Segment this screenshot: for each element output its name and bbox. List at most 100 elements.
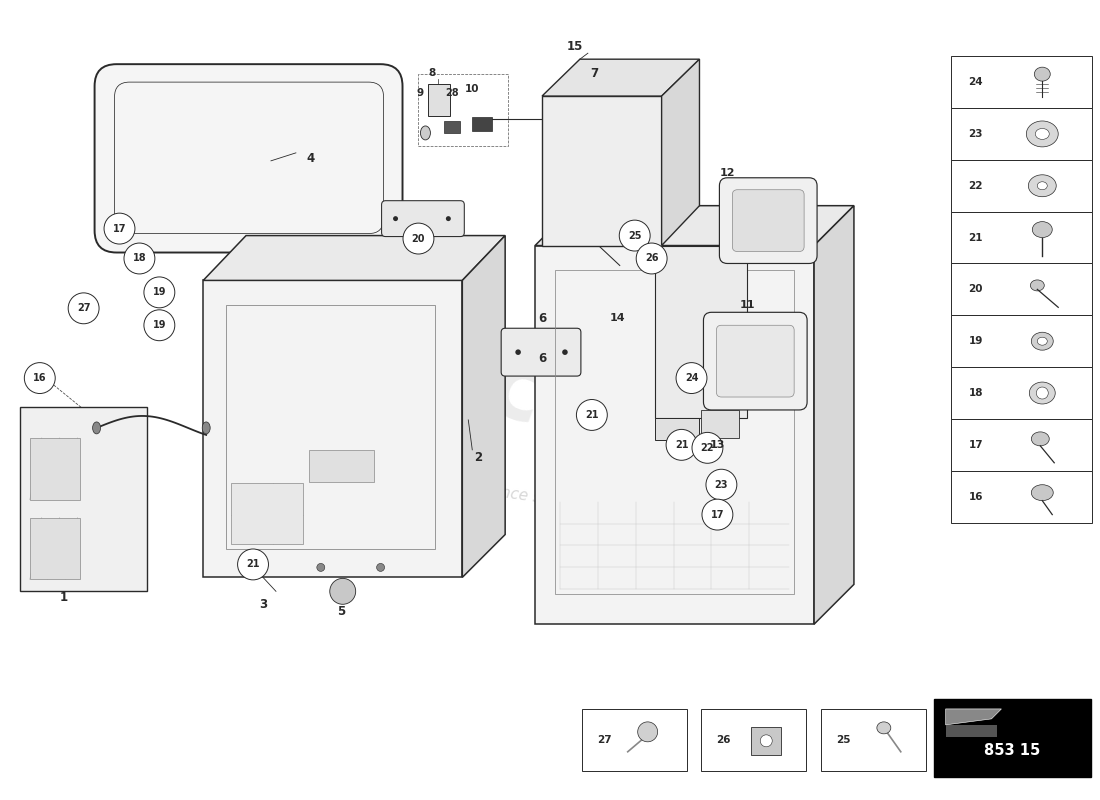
- Text: 20: 20: [968, 284, 983, 294]
- Text: eurocars: eurocars: [246, 258, 715, 503]
- Text: 15: 15: [566, 40, 583, 53]
- Text: 25: 25: [836, 735, 850, 745]
- Bar: [20, 407, 147, 591]
- Text: 6: 6: [538, 312, 547, 325]
- Bar: [428, 84, 450, 116]
- Ellipse shape: [1032, 332, 1053, 350]
- Text: 17: 17: [113, 223, 127, 234]
- Bar: [950, 315, 1092, 367]
- Circle shape: [619, 220, 650, 251]
- Polygon shape: [204, 281, 462, 578]
- Bar: [472, 117, 492, 131]
- Text: a passion for excellence since 1985: a passion for excellence since 1985: [344, 463, 616, 516]
- Text: 27: 27: [77, 303, 90, 314]
- Text: 24: 24: [685, 373, 698, 383]
- Ellipse shape: [1035, 129, 1049, 139]
- Text: 12: 12: [719, 168, 735, 178]
- Circle shape: [760, 735, 772, 746]
- Polygon shape: [204, 235, 505, 281]
- Bar: [950, 212, 1092, 263]
- Bar: [950, 56, 1092, 108]
- Polygon shape: [535, 246, 814, 624]
- Bar: [582, 709, 686, 770]
- Polygon shape: [654, 246, 747, 418]
- Text: 3: 3: [258, 598, 267, 610]
- Text: 16: 16: [968, 492, 983, 502]
- Circle shape: [144, 310, 175, 341]
- Circle shape: [562, 350, 568, 355]
- Circle shape: [702, 499, 733, 530]
- Text: 26: 26: [716, 735, 730, 745]
- Bar: [950, 263, 1092, 315]
- Bar: [751, 727, 781, 754]
- Circle shape: [638, 722, 658, 742]
- Text: 25: 25: [628, 230, 641, 241]
- Bar: [950, 367, 1092, 419]
- Text: 26: 26: [645, 254, 659, 263]
- Text: 1: 1: [59, 591, 68, 604]
- Ellipse shape: [92, 422, 100, 434]
- FancyBboxPatch shape: [704, 312, 807, 410]
- FancyBboxPatch shape: [549, 91, 603, 122]
- Bar: [934, 699, 1091, 777]
- Bar: [950, 160, 1092, 212]
- Bar: [821, 709, 926, 770]
- Text: 13: 13: [710, 440, 725, 450]
- Text: 21: 21: [246, 559, 260, 570]
- Text: 10: 10: [465, 84, 480, 94]
- Polygon shape: [542, 59, 700, 96]
- Circle shape: [124, 243, 155, 274]
- Text: 9: 9: [417, 88, 424, 98]
- FancyBboxPatch shape: [719, 178, 817, 263]
- Bar: [946, 725, 998, 737]
- Circle shape: [667, 430, 697, 460]
- Ellipse shape: [1032, 432, 1049, 446]
- Polygon shape: [654, 418, 700, 440]
- Text: 6: 6: [538, 352, 547, 365]
- Circle shape: [317, 563, 324, 571]
- Circle shape: [144, 277, 175, 308]
- Text: 2: 2: [474, 451, 482, 464]
- Bar: [227, 306, 436, 550]
- Text: 23: 23: [715, 480, 728, 490]
- FancyBboxPatch shape: [382, 201, 464, 237]
- Bar: [418, 74, 508, 146]
- Polygon shape: [462, 235, 505, 578]
- Polygon shape: [542, 96, 661, 246]
- Bar: [702, 410, 739, 438]
- Ellipse shape: [1037, 338, 1047, 345]
- Text: 7: 7: [590, 66, 598, 80]
- Text: 22: 22: [701, 443, 714, 453]
- Ellipse shape: [1032, 222, 1053, 238]
- Text: 17: 17: [711, 510, 724, 520]
- Ellipse shape: [1031, 280, 1044, 291]
- Ellipse shape: [1028, 174, 1056, 197]
- Circle shape: [706, 470, 737, 500]
- Bar: [30, 518, 79, 579]
- Circle shape: [68, 293, 99, 324]
- Circle shape: [676, 362, 707, 394]
- Circle shape: [330, 578, 355, 604]
- Text: 11: 11: [739, 300, 755, 310]
- Circle shape: [1036, 387, 1048, 399]
- Ellipse shape: [1034, 67, 1050, 81]
- Polygon shape: [946, 709, 1001, 725]
- Ellipse shape: [420, 126, 430, 140]
- Bar: [950, 470, 1092, 522]
- Ellipse shape: [877, 722, 891, 734]
- Ellipse shape: [1032, 485, 1053, 501]
- Text: 14: 14: [610, 314, 626, 323]
- Circle shape: [24, 362, 55, 394]
- Circle shape: [393, 216, 398, 221]
- Text: 21: 21: [674, 440, 689, 450]
- Text: 17: 17: [968, 440, 983, 450]
- Ellipse shape: [202, 422, 210, 434]
- Circle shape: [104, 213, 135, 244]
- Text: 27: 27: [597, 735, 612, 745]
- Text: 20: 20: [411, 234, 426, 243]
- FancyBboxPatch shape: [716, 326, 794, 397]
- Text: 21: 21: [968, 233, 983, 242]
- Text: 22: 22: [968, 181, 983, 190]
- Bar: [950, 419, 1092, 470]
- Text: 18: 18: [968, 388, 983, 398]
